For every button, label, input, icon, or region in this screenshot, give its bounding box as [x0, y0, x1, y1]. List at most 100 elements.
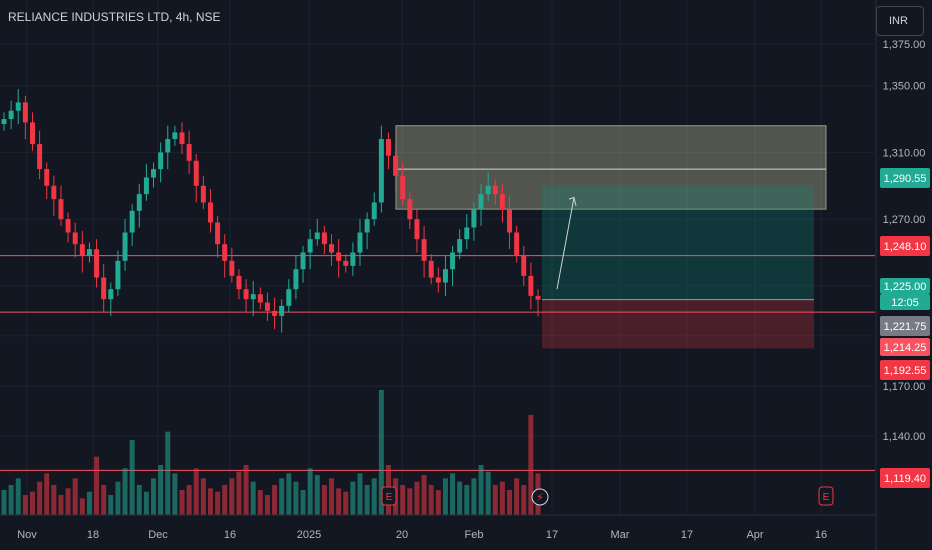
candle-body [272, 310, 278, 316]
volume-bar [22, 495, 28, 515]
y-axis-tick-label: 1,170.00 [883, 381, 926, 393]
volume-bar [400, 485, 406, 515]
candle-body [94, 249, 100, 278]
projection-arrow-head [568, 196, 577, 206]
volume-bar [414, 481, 420, 515]
candle-body [101, 277, 107, 300]
candle-body [378, 139, 384, 203]
candle-body [65, 219, 71, 233]
long-position-stop-zone [542, 299, 814, 349]
volume-bar [115, 481, 121, 515]
volume-bar [250, 481, 256, 515]
volume-bar [272, 485, 278, 515]
earnings-marker-label: E [386, 492, 393, 503]
candle-body [151, 169, 157, 178]
candle-body [471, 209, 477, 228]
volume-bar [321, 485, 327, 515]
price-label-badge [880, 278, 930, 294]
candle-body [108, 289, 114, 300]
volume-bar [329, 478, 335, 515]
candle-body [364, 219, 370, 233]
candle-body [314, 232, 320, 240]
volume-bar [79, 498, 85, 515]
candle-body [400, 175, 406, 200]
x-axis-tick-label: Feb [465, 529, 484, 541]
volume-bar [108, 495, 114, 515]
x-axis-tick-label: 2025 [297, 529, 321, 541]
volume-bar [336, 488, 342, 515]
candle-body [79, 244, 85, 256]
x-axis-tick-label: 16 [224, 529, 236, 541]
volume-bar [215, 491, 221, 515]
candle-body [464, 227, 470, 240]
volume-bar [521, 485, 527, 515]
candle-body [229, 260, 235, 276]
volume-bar [1, 490, 7, 515]
candle-body [44, 169, 50, 186]
candle-body [307, 239, 313, 253]
candle-body [329, 244, 335, 253]
price-label-text: 1,221.75 [884, 321, 927, 333]
event-marker [531, 488, 549, 506]
candle-body [8, 110, 14, 120]
volume-bar [371, 478, 377, 515]
volume-bar [350, 481, 356, 515]
volume-bar [357, 473, 363, 515]
candle-body [222, 244, 228, 261]
candle-body [450, 252, 456, 270]
candle-body [428, 260, 434, 278]
volume-bar [478, 465, 484, 515]
candle-body [72, 232, 78, 245]
candle-body [165, 139, 171, 153]
candle-body [279, 305, 285, 316]
candle-body [442, 269, 448, 283]
candle-body [29, 122, 35, 145]
candle-body [1, 119, 7, 125]
projection-arrow [556, 197, 575, 290]
candle-body [172, 132, 178, 140]
candle-body [22, 102, 28, 123]
candle-body [186, 144, 192, 161]
candle-body [207, 202, 213, 223]
earnings-marker [381, 486, 397, 506]
y-axis-tick-label: 1,270.00 [883, 214, 926, 226]
candle-body [243, 289, 249, 300]
price-label-text: 1,192.55 [884, 365, 927, 377]
candle-body [414, 219, 420, 240]
candle-body [492, 185, 498, 195]
volume-bar [343, 491, 349, 515]
volume-bar [457, 481, 463, 515]
candle-body [521, 255, 527, 276]
earnings-marker [818, 486, 834, 506]
volume-bar [51, 485, 57, 515]
price-label-text: 12:05 [891, 297, 919, 309]
candle-body [86, 249, 92, 256]
volume-bar [364, 485, 370, 515]
candle-body [357, 232, 363, 253]
volume-bar [29, 491, 35, 515]
volume-bar [407, 488, 413, 515]
price-label-badge [880, 338, 930, 356]
volume-bar [8, 485, 14, 515]
candle-body [136, 194, 142, 211]
candle-body [485, 185, 491, 195]
y-axis-tick-label: 1,375.00 [883, 39, 926, 51]
price-label-badge [880, 294, 930, 310]
volume-bar [86, 491, 92, 515]
volume-bar [492, 485, 498, 515]
candle-body [129, 210, 135, 233]
price-label-badge [880, 316, 930, 336]
volume-bar [94, 456, 100, 515]
x-axis-tick-label: 17 [681, 529, 693, 541]
volume-bar [279, 478, 285, 515]
volume-bar [264, 495, 270, 515]
volume-bar [236, 471, 242, 515]
currency-button[interactable]: INR [876, 6, 924, 36]
volume-bar [507, 490, 513, 515]
volume-bar [421, 475, 427, 515]
candle-body [257, 294, 263, 303]
volume-bar [15, 478, 21, 515]
volume-bar [293, 481, 299, 515]
volume-bar [229, 478, 235, 515]
